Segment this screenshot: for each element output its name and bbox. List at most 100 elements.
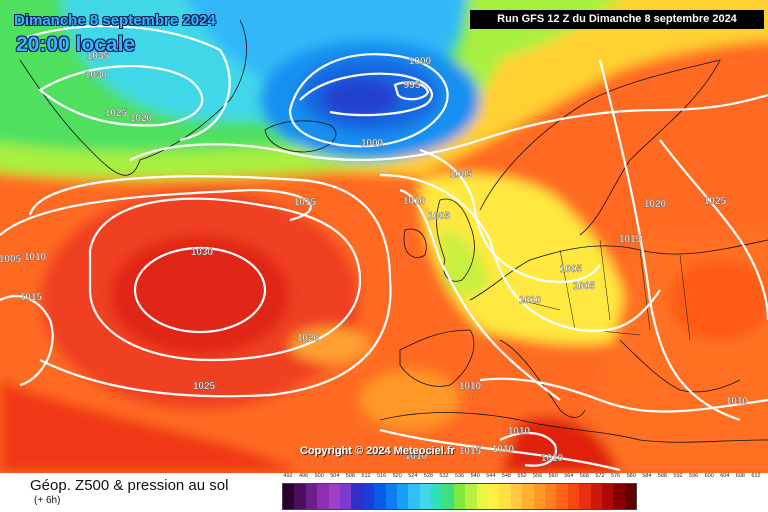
scale-swatch <box>339 484 352 509</box>
scale-swatch <box>624 484 637 509</box>
scale-label: 600 <box>704 473 714 479</box>
forecast-time: 20:00 locale <box>16 33 136 56</box>
isobar-label: 1005 <box>428 211 451 222</box>
scale-label: 576 <box>611 473 621 479</box>
isobar-label: 1025 <box>193 381 216 392</box>
isobar-label: 1010 <box>508 426 531 437</box>
scale-swatch <box>385 484 397 509</box>
scale-labels: 492 496 500 504 508 512 516 520 524 528 532 536 540 5… <box>282 473 768 483</box>
scale-swatch <box>294 484 306 509</box>
legend-title: Géop. Z500 & pression au sol <box>30 477 229 494</box>
isobar-label: 1010 <box>405 451 428 462</box>
scale-label: 504 <box>330 473 340 479</box>
color-scale <box>282 483 638 510</box>
isobars <box>0 24 768 472</box>
scale-label: 556 <box>533 473 543 479</box>
isobar-label: 1010 <box>541 453 564 464</box>
isobar-label: 1015 <box>459 446 482 457</box>
isobar-label: 1020 <box>130 113 153 124</box>
isobar-label: 1025 <box>105 108 128 119</box>
scale-swatch <box>328 484 340 509</box>
scale-swatch <box>283 484 295 509</box>
scale-label: 612 <box>751 473 761 479</box>
scale-swatch <box>351 484 363 509</box>
scale-swatch <box>305 484 318 509</box>
scale-label: 524 <box>408 473 418 479</box>
scale-label: 528 <box>423 473 433 479</box>
copyright-notice: Copyright © 2024 Meteociel.fr <box>300 445 455 457</box>
isobar-label: 1005 <box>450 169 473 180</box>
scale-label: 508 <box>345 473 355 479</box>
scale-swatch <box>362 484 375 509</box>
scale-label: 580 <box>626 473 636 479</box>
scale-swatch <box>465 484 477 509</box>
isobar-label: 1015 <box>294 197 317 208</box>
scale-label: 492 <box>283 473 293 479</box>
scale-swatch <box>419 484 432 509</box>
scale-label: 572 <box>595 473 605 479</box>
isobar-label: 1010 <box>492 444 515 455</box>
isobar-label: 1005 <box>560 264 583 275</box>
scale-swatch <box>476 484 489 509</box>
isobar-label: 1000 <box>409 56 432 67</box>
scale-label: 604 <box>720 473 730 479</box>
isobar-label: 1030 <box>85 70 108 81</box>
scale-swatch <box>590 484 602 509</box>
scale-swatch <box>317 484 329 509</box>
scale-label: 592 <box>673 473 683 479</box>
isobar-label: 1020 <box>297 333 320 344</box>
scale-swatch <box>613 484 625 509</box>
isobar-label: 1005 <box>573 281 596 292</box>
scale-swatch <box>522 484 534 509</box>
scale-swatch <box>442 484 454 509</box>
forecast-date: Dimanche 8 septembre 2024 <box>14 12 216 29</box>
scale-swatch <box>488 484 500 509</box>
scale-label: 516 <box>377 473 387 479</box>
scale-swatch <box>396 484 409 509</box>
isobar-label: 1035 <box>87 51 110 62</box>
scale-label: 568 <box>579 473 589 479</box>
scale-swatch <box>556 484 568 509</box>
scale-label: 536 <box>455 473 465 479</box>
scale-swatch <box>533 484 545 509</box>
scale-swatch <box>601 484 614 509</box>
scale-label: 500 <box>314 473 324 479</box>
scale-swatch <box>431 484 443 509</box>
scale-label: 520 <box>392 473 402 479</box>
scale-label: 496 <box>299 473 309 479</box>
isobar-label: 995 <box>404 80 421 91</box>
isobar-label: 1000 <box>361 138 384 149</box>
scale-label: 608 <box>735 473 745 479</box>
scale-label: 540 <box>470 473 480 479</box>
isobar-label: 1020 <box>644 199 667 210</box>
scale-label: 584 <box>642 473 652 479</box>
isobar-label: 1015 <box>619 234 642 245</box>
scale-swatch <box>544 484 557 509</box>
scale-swatch <box>408 484 420 509</box>
isobar-label: 1015 <box>20 292 43 303</box>
scale-label: 544 <box>486 473 496 479</box>
scale-swatch <box>567 484 580 509</box>
isobar-label: 1010 <box>403 196 426 207</box>
run-info-box: Run GFS 12 Z du Dimanche 8 septembre 202… <box>470 10 764 29</box>
isobar-label: 1010 <box>24 252 47 263</box>
scale-swatch <box>499 484 511 509</box>
isobar-label: 1005 <box>0 254 22 265</box>
isobar-label: 1010 <box>726 396 749 407</box>
scale-label: 532 <box>439 473 449 479</box>
scale-swatch <box>453 484 466 509</box>
scale-swatch <box>374 484 386 509</box>
isobar-label: 1025 <box>704 196 727 207</box>
legend-subtitle: (+ 6h) <box>34 495 61 506</box>
isobar-label: 1010 <box>459 381 482 392</box>
isobar-label: 1010 <box>519 295 542 306</box>
scale-label: 512 <box>361 473 371 479</box>
scale-label: 588 <box>657 473 667 479</box>
scale-label: 552 <box>517 473 527 479</box>
scale-swatch <box>510 484 523 509</box>
scale-label: 560 <box>548 473 558 479</box>
scale-label: 548 <box>501 473 511 479</box>
coastlines <box>19 19 768 443</box>
